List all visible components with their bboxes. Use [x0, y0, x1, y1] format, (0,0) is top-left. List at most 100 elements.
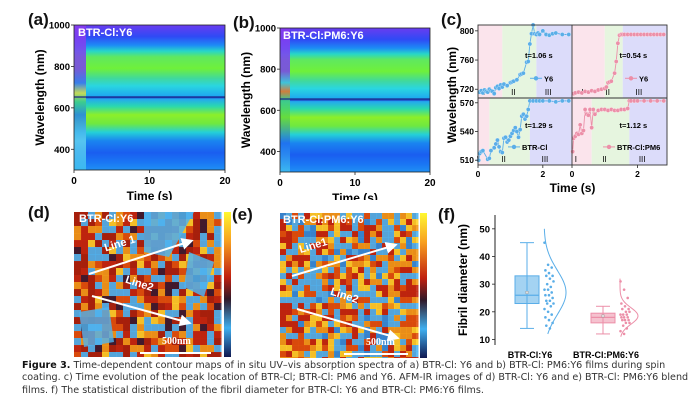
afm-pixel: [207, 247, 215, 255]
afm-pixel: [358, 285, 365, 292]
colorbar: [224, 212, 231, 357]
afm-pixel: [109, 345, 117, 353]
afm-pixel: [328, 225, 335, 232]
afm-pixel: [151, 352, 159, 357]
afm-pixel: [298, 249, 305, 256]
data-point: [543, 288, 546, 291]
afm-pixel: [388, 225, 395, 232]
afm-pixel: [376, 297, 383, 304]
afm-pixel: [207, 254, 215, 262]
afm-pixel: [102, 254, 110, 262]
afm-pixel: [394, 303, 401, 310]
afm-pixel: [400, 339, 407, 346]
afm-pixel: [95, 233, 103, 241]
line2-arrow: [296, 308, 400, 342]
data-point: [549, 285, 553, 289]
afm-pixel: [116, 317, 124, 325]
afm-pixel: [346, 309, 353, 316]
afm-pixel: [193, 317, 201, 325]
afm-pixel: [334, 243, 341, 250]
afm-pixel: [394, 315, 401, 322]
afm-pixel: [394, 285, 401, 292]
afm-pixel: [116, 212, 124, 220]
afm-pixel: [88, 275, 96, 283]
afm-pixel: [376, 261, 383, 268]
afm-pixel: [364, 255, 371, 262]
afm-pixel: [358, 339, 365, 346]
afm-pixel: [358, 255, 365, 262]
afm-pixel: [158, 275, 166, 283]
afm-pixel: [334, 315, 341, 322]
afm-pixel: [364, 345, 371, 352]
afm-pixel: [292, 267, 299, 274]
afm-pixel: [412, 249, 419, 256]
afm-pixel: [304, 297, 311, 304]
afm-pixel: [123, 233, 131, 241]
data-point: [546, 310, 550, 314]
afm-pixel: [352, 339, 359, 346]
afm-pixel: [304, 333, 311, 340]
afm-pixel: [382, 255, 389, 262]
afm-pixel: [137, 352, 145, 357]
data-point: [648, 98, 653, 104]
afm-pixel: [376, 309, 383, 316]
afm-pixel: [364, 309, 371, 316]
legend-marker: [511, 144, 517, 150]
data-point: [540, 98, 546, 104]
data-point: [613, 59, 619, 64]
afm-pixel: [316, 327, 323, 334]
region-label: II: [606, 88, 610, 97]
afm-pixel: [158, 268, 166, 276]
afm-pixel: [74, 338, 82, 346]
afm-pixel: [352, 357, 359, 358]
line2-arrow: [91, 295, 192, 327]
afm-pixel: [388, 219, 395, 226]
afm-pixel: [130, 226, 138, 234]
y-tick-label: 760: [460, 55, 474, 65]
afm-pixel: [109, 324, 117, 332]
afm-pixel: [382, 303, 389, 310]
afm-pixel: [340, 249, 347, 256]
y-tick-label: 600: [54, 103, 70, 114]
afm-pixel: [179, 303, 187, 311]
y-tick-label: 720: [460, 84, 474, 94]
afm-pixel: [179, 345, 187, 353]
afm-pixel: [346, 345, 353, 352]
afm-pixel: [394, 291, 401, 298]
afm-pixel: [316, 321, 323, 328]
afm-pixel: [214, 324, 222, 332]
afm-pixel: [116, 275, 124, 283]
afm-pixel: [394, 237, 401, 244]
afm-pixel: [193, 233, 201, 241]
afm-pixel: [406, 249, 413, 256]
afm-pixel: [382, 357, 389, 358]
data-point: [604, 84, 609, 90]
data-point: [623, 304, 627, 308]
panel-a-label: (a): [28, 10, 49, 29]
data-point: [500, 150, 505, 155]
data-point: [543, 307, 546, 311]
afm-pixel: [358, 213, 365, 220]
afm-pixel: [328, 321, 335, 328]
afm-pixel: [95, 296, 103, 304]
afm-pixel: [370, 303, 377, 310]
afm-pixel: [165, 268, 173, 276]
afm-pixel: [364, 315, 371, 322]
afm-pixel: [316, 219, 323, 226]
afm-pixel: [88, 254, 96, 262]
afm-pixel: [334, 327, 341, 334]
afm-pixel: [130, 268, 138, 276]
afm-pixel: [130, 310, 138, 318]
afm-pixel: [130, 282, 138, 290]
afm-pixel: [412, 219, 419, 226]
afm-pixel: [358, 321, 365, 328]
afm-pixel: [144, 275, 152, 283]
afm-pixel: [310, 231, 317, 238]
afm-pixel: [400, 249, 407, 256]
afm-pixel: [346, 243, 353, 250]
afm-pixel: [412, 279, 419, 286]
afm-pixel: [298, 213, 305, 220]
afm-pixel: [352, 303, 359, 310]
afm-pixel: [298, 297, 305, 304]
